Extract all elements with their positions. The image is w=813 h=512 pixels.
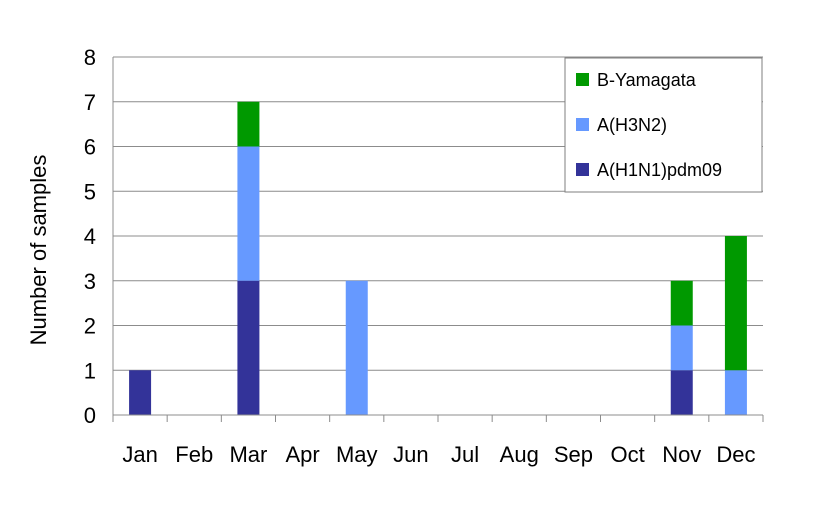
- x-tick-label-dec: Dec: [716, 442, 755, 467]
- x-tick-label-nov: Nov: [662, 442, 701, 467]
- y-tick-label: 3: [84, 269, 96, 294]
- x-tick-label-aug: Aug: [500, 442, 539, 467]
- legend-swatch: [576, 118, 589, 131]
- bar-dec-b-yamagata: [724, 236, 747, 371]
- bar-jan-a-h1n1-pdm09: [129, 370, 152, 415]
- bar-mar-a-h1n1-pdm09: [237, 280, 260, 415]
- y-tick-label: 5: [84, 179, 96, 204]
- legend-swatch: [576, 163, 589, 176]
- x-tick-label-mar: Mar: [229, 442, 267, 467]
- y-tick-label: 0: [84, 403, 96, 428]
- y-tick-label: 7: [84, 90, 96, 115]
- legend-label: A(H1N1)pdm09: [597, 160, 722, 180]
- legend-label: A(H3N2): [597, 115, 667, 135]
- bar-nov-a-h1n1-pdm09: [670, 370, 693, 415]
- y-tick-label: 8: [84, 45, 96, 70]
- y-tick-label: 6: [84, 135, 96, 160]
- axes: [112, 57, 764, 422]
- x-tick-label-jun: Jun: [393, 442, 428, 467]
- bar-dec-a-h3n2-: [724, 370, 747, 415]
- x-tick-label-sep: Sep: [554, 442, 593, 467]
- y-axis-title: Number of samples: [26, 155, 51, 346]
- x-tick-label-may: May: [336, 442, 378, 467]
- y-tick-label: 2: [84, 314, 96, 339]
- legend: B-Yamagata A(H3N2) A(H1N1)pdm09: [564, 57, 763, 193]
- legend-box: [564, 57, 763, 193]
- x-tick-label-jul: Jul: [451, 442, 479, 467]
- legend-swatch: [576, 73, 589, 86]
- x-tick-label-apr: Apr: [285, 442, 319, 467]
- bar-mar-a-h3n2-: [237, 146, 260, 281]
- bar-nov-a-h3n2-: [670, 325, 693, 371]
- y-tick-label: 4: [84, 224, 96, 249]
- x-tick-label-feb: Feb: [175, 442, 213, 467]
- y-tick-labels: 0 1 2 3 4 5 6 7 8: [84, 45, 96, 428]
- y-tick-label: 1: [84, 358, 96, 383]
- gridlines: [113, 56, 763, 371]
- bar-may-a-h3n2-: [345, 280, 368, 415]
- bar-mar-b-yamagata: [237, 101, 260, 147]
- x-tick-label-oct: Oct: [610, 442, 644, 467]
- legend-label: B-Yamagata: [597, 70, 697, 90]
- bar-nov-b-yamagata: [670, 280, 693, 326]
- x-tick-labels: Jan Feb Mar Apr May Jun Jul Aug Sep Oct Nov Dec: [122, 442, 755, 467]
- bars: [129, 101, 747, 415]
- x-tick-label-jan: Jan: [122, 442, 157, 467]
